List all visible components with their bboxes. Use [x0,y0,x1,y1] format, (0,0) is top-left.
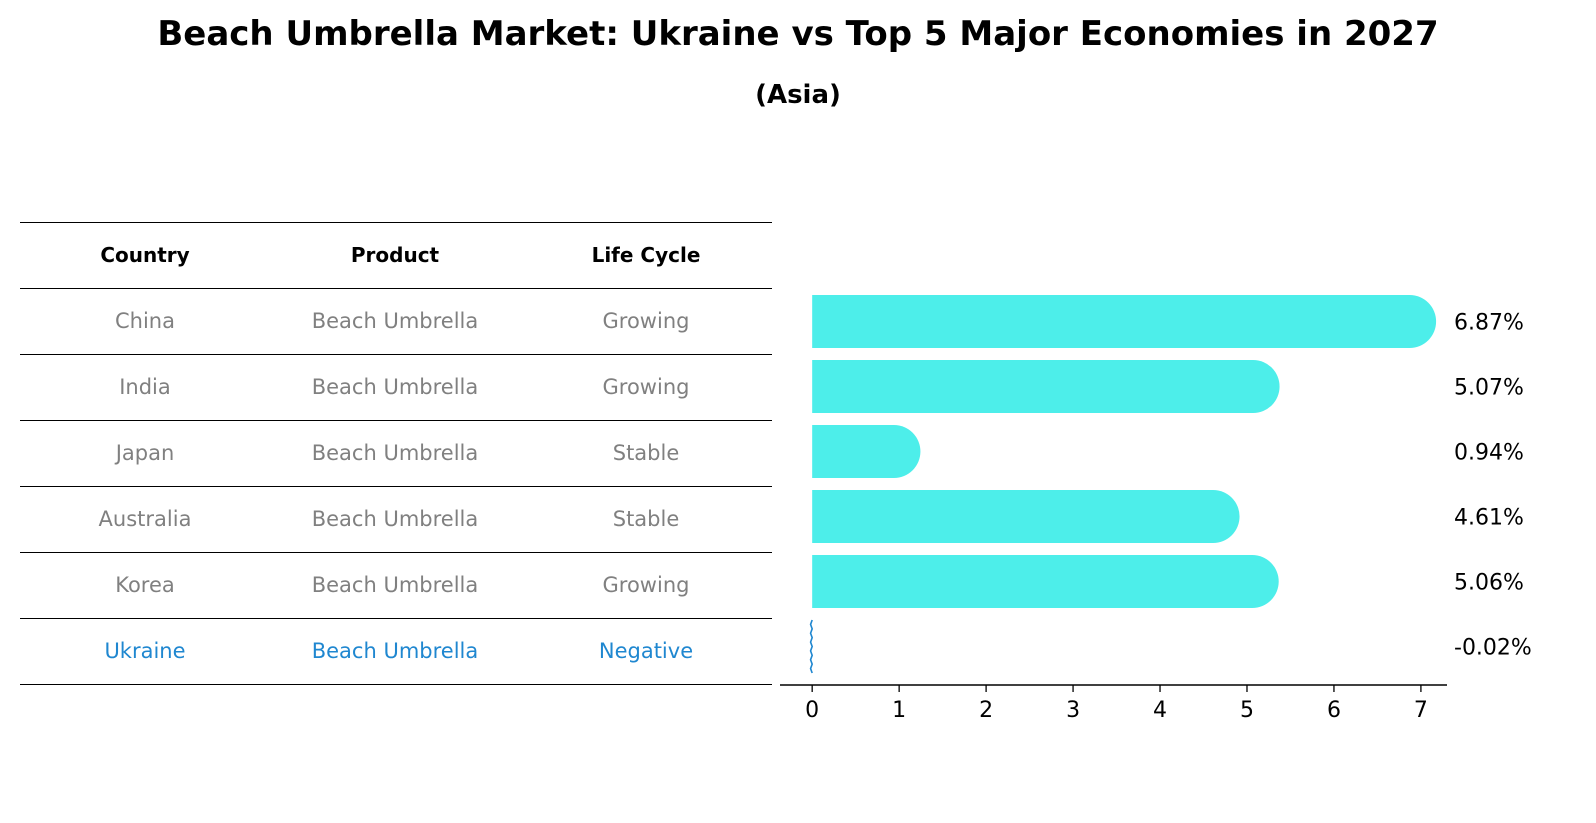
bar-japan [812,425,921,478]
table-rule [20,420,772,421]
cell-product: Beach Umbrella [311,441,479,465]
cell-product: Beach Umbrella [311,573,479,597]
bar-chart: 6.87% 5.07% 0.94% 4.61% 5.06% -0.02% 0 1 2 3 4 5 6 7 [780,295,1532,723]
table-row: India Beach Umbrella Growing [20,354,772,420]
table-row: Australia Beach Umbrella Stable [20,486,772,552]
value-label-ukraine: -0.02% [1454,636,1532,661]
x-tick-label: 2 [979,698,993,723]
cell-country: India [119,375,171,399]
cell-country: China [115,309,175,333]
cell-country: Japan [115,441,175,465]
cell-product: Beach Umbrella [311,309,479,333]
header-country: Country [100,243,190,267]
value-label-japan: 0.94% [1454,441,1524,466]
x-tick-label: 3 [1066,698,1080,723]
x-tick-label: 1 [892,698,906,723]
cell-country: Korea [115,573,175,597]
cell-life-cycle: Growing [602,573,690,597]
cell-life-cycle: Stable [612,441,680,465]
header-life-cycle: Life Cycle [591,243,701,267]
table-rule [20,618,772,619]
table-rule [20,486,772,487]
x-tick-label: 5 [1240,698,1254,723]
cell-life-cycle: Growing [602,375,690,399]
cell-product: Beach Umbrella [311,507,479,531]
cell-life-cycle: Stable [612,507,680,531]
header-product: Product [350,243,440,267]
bar-australia [812,490,1240,543]
x-tick-label: 6 [1327,698,1341,723]
table-row-highlighted: Ukraine Beach Umbrella Negative [20,618,772,684]
cell-country: Ukraine [104,639,186,663]
cell-product: Beach Umbrella [311,639,479,663]
table-rule [20,222,772,223]
chart-title: Beach Umbrella Market: Ukraine vs Top 5 … [157,14,1439,54]
bar-india [812,360,1280,413]
cell-product: Beach Umbrella [311,375,479,399]
table-row: China Beach Umbrella Growing [20,288,772,354]
table-row: Japan Beach Umbrella Stable [20,420,772,486]
bar-korea [812,555,1279,608]
table-rule [20,552,772,553]
bar-china [812,295,1437,348]
x-tick-label: 7 [1414,698,1428,723]
table-rule [20,354,772,355]
table-rule [20,684,772,685]
bar-ukraine [809,619,814,674]
table-row: Korea Beach Umbrella Growing [20,552,772,618]
chart-subtitle: (Asia) [755,80,841,110]
value-label-india: 5.07% [1454,376,1524,401]
x-tick-label: 0 [805,698,819,723]
table-rule [20,288,772,289]
table-header-row: Country Product Life Cycle [20,222,772,288]
x-tick-label: 4 [1153,698,1167,723]
value-label-china: 6.87% [1454,311,1524,336]
cell-life-cycle: Growing [602,309,690,333]
value-label-korea: 5.06% [1454,571,1524,596]
value-label-australia: 4.61% [1454,506,1524,531]
cell-life-cycle: Negative [598,639,694,663]
cell-country: Australia [98,507,192,531]
